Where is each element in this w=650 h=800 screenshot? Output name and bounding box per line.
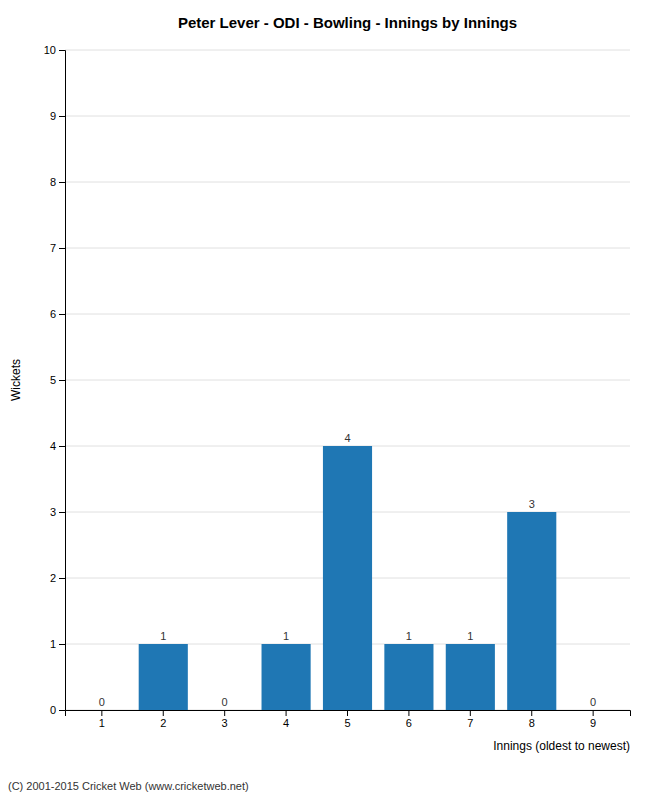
y-tick: 10 xyxy=(44,44,65,56)
tick-label: 10 xyxy=(44,44,56,56)
x-tick: 6 xyxy=(406,710,412,729)
tick-mark xyxy=(59,446,65,447)
x-tick: 2 xyxy=(160,710,166,729)
bar xyxy=(446,644,495,710)
axis-domain xyxy=(59,51,66,711)
x-axis: 1 2 3 4 5 6 7 8 9 xyxy=(66,710,631,729)
y-tick: 4 xyxy=(50,440,65,452)
chart-svg: 012345678910123456789010141130Peter Leve… xyxy=(0,0,650,800)
y-axis-label: Wickets xyxy=(9,359,23,401)
data-label: 1 xyxy=(406,630,412,642)
y-tick: 6 xyxy=(50,308,65,320)
data-label: 0 xyxy=(590,696,596,708)
tick-mark xyxy=(59,710,65,711)
tick-label: 6 xyxy=(406,717,412,729)
tick-label: 9 xyxy=(590,717,596,729)
y-tick: 1 xyxy=(50,638,65,650)
x-tick: 7 xyxy=(467,710,473,729)
tick-mark xyxy=(59,248,65,249)
y-tick: 2 xyxy=(50,572,65,584)
tick-mark xyxy=(59,182,65,183)
bar xyxy=(77,710,126,711)
bar xyxy=(384,644,433,710)
data-label: 1 xyxy=(467,630,473,642)
axis-domain xyxy=(66,711,631,717)
tick-mark xyxy=(59,50,65,51)
tick-label: 7 xyxy=(50,242,56,254)
tick-mark xyxy=(59,314,65,315)
y-tick: 5 xyxy=(50,374,65,386)
chart-container: 012345678910123456789010141130Peter Leve… xyxy=(0,0,650,800)
y-tick: 7 xyxy=(50,242,65,254)
tick-label: 7 xyxy=(467,717,473,729)
grid-line xyxy=(65,50,630,51)
x-tick: 9 xyxy=(590,710,596,729)
tick-mark xyxy=(286,710,287,716)
y-tick: 3 xyxy=(50,506,65,518)
grid-line xyxy=(65,182,630,183)
grid-line xyxy=(65,248,630,249)
bar xyxy=(507,512,556,710)
y-tick: 9 xyxy=(50,110,65,122)
tick-mark xyxy=(59,380,65,381)
x-tick: 8 xyxy=(529,710,535,729)
tick-label: 2 xyxy=(160,717,166,729)
data-label: 1 xyxy=(283,630,289,642)
bars xyxy=(139,446,557,710)
y-tick: 0 xyxy=(50,704,65,716)
y-axis: 0 1 2 3 4 5 6 7 8 9 10 xyxy=(44,44,66,716)
tick-mark xyxy=(101,710,102,716)
tick-label: 2 xyxy=(50,572,56,584)
tick-mark xyxy=(163,710,164,716)
bar xyxy=(569,710,618,711)
bar xyxy=(323,446,372,710)
x-tick: 4 xyxy=(283,710,289,729)
footer-note: (C) 2001-2015 Cricket Web (www.cricketwe… xyxy=(8,780,249,792)
tick-label: 8 xyxy=(50,176,56,188)
tick-label: 8 xyxy=(529,717,535,729)
data-label: 0 xyxy=(99,696,105,708)
tick-mark xyxy=(347,710,348,716)
tick-label: 5 xyxy=(344,717,350,729)
data-labels: 0 1 0 1 4 1 1 3 0 xyxy=(99,432,596,708)
title: Peter Lever - ODI - Bowling - Innings by… xyxy=(178,14,517,31)
data-label: 4 xyxy=(344,432,350,444)
tick-mark xyxy=(531,710,532,716)
tick-label: 4 xyxy=(283,717,289,729)
tick-mark xyxy=(408,710,409,716)
tick-label: 1 xyxy=(99,717,105,729)
tick-label: 3 xyxy=(50,506,56,518)
bar xyxy=(262,644,311,710)
tick-mark xyxy=(59,116,65,117)
tick-mark xyxy=(470,710,471,716)
bar xyxy=(139,644,188,710)
y-tick: 8 xyxy=(50,176,65,188)
tick-label: 3 xyxy=(222,717,228,729)
x-tick: 5 xyxy=(344,710,350,729)
grid-line xyxy=(65,380,630,381)
tick-label: 1 xyxy=(50,638,56,650)
grid-line xyxy=(65,314,630,315)
tick-mark xyxy=(59,644,65,645)
bar xyxy=(200,710,249,711)
grid xyxy=(65,50,630,710)
tick-label: 4 xyxy=(50,440,56,452)
tick-label: 0 xyxy=(50,704,56,716)
tick-label: 5 xyxy=(50,374,56,386)
data-label: 3 xyxy=(529,498,535,510)
tick-mark xyxy=(593,710,594,716)
tick-mark xyxy=(59,578,65,579)
tick-mark xyxy=(59,512,65,513)
grid-line xyxy=(65,116,630,117)
x-axis-label: Innings (oldest to newest) xyxy=(493,739,630,753)
tick-label: 9 xyxy=(50,110,56,122)
data-label: 0 xyxy=(222,696,228,708)
x-tick: 3 xyxy=(222,710,228,729)
data-label: 1 xyxy=(160,630,166,642)
tick-label: 6 xyxy=(50,308,56,320)
tick-mark xyxy=(224,710,225,716)
x-tick: 1 xyxy=(99,710,105,729)
